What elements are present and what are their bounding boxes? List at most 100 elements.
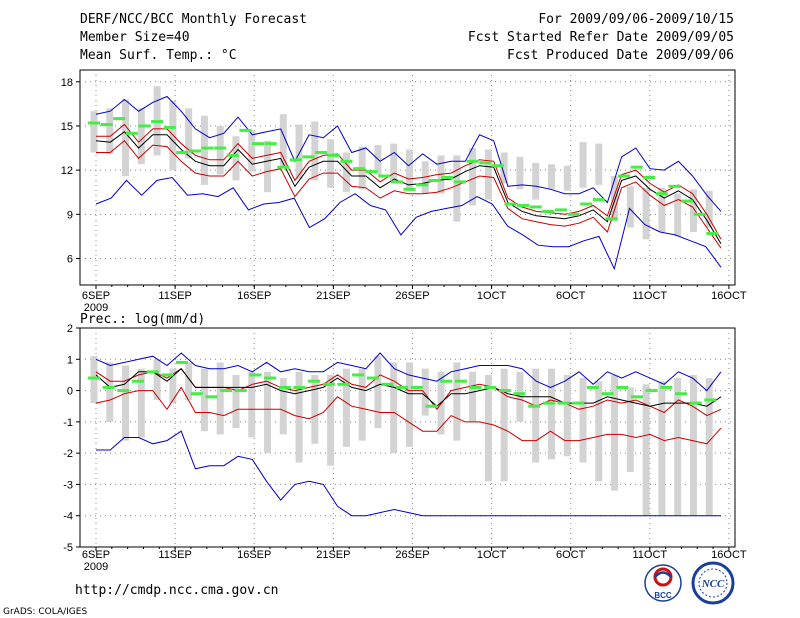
x-tick-label: 6OCT xyxy=(556,290,586,302)
ensemble-mean-mark xyxy=(616,385,629,389)
ensemble-mean-mark xyxy=(381,382,394,386)
variable-label: Mean Surf. Temp.: °C xyxy=(80,48,237,63)
x-tick-label: 21SEP xyxy=(316,549,350,561)
ensemble-mean-mark xyxy=(592,198,605,202)
member-range-bar xyxy=(626,387,634,472)
member-range-bar xyxy=(421,161,429,194)
ensemble-mean-mark xyxy=(264,376,277,380)
ensemble-mean-mark xyxy=(660,385,673,389)
ensemble-mean-mark xyxy=(630,395,643,399)
ensemble-mean-mark xyxy=(278,385,291,389)
ensemble-mean-mark xyxy=(220,389,233,393)
series-line-max xyxy=(95,95,722,212)
member-range-bar xyxy=(122,99,130,177)
member-range-bar xyxy=(327,374,335,466)
ensemble-mean-mark xyxy=(428,178,441,182)
temperature-panel: 6 9 12 15 18 6SEP 11SEP 16SEP 21SEP 26SEP 1OCT 6OCT… xyxy=(61,69,747,314)
plot-frame xyxy=(79,327,736,548)
member-range-bar xyxy=(200,115,208,185)
ensemble-mean-mark xyxy=(315,150,328,154)
member-range-bar xyxy=(642,384,650,516)
member-range-bar xyxy=(232,374,240,429)
ensemble-mean-mark xyxy=(425,404,438,408)
y-tick-label: 2 xyxy=(67,323,73,335)
ensemble-mean-mark xyxy=(176,360,189,364)
ensemble-mean-mark xyxy=(353,167,366,171)
member-range-bar xyxy=(453,362,461,441)
ensemble-mean-mark xyxy=(469,385,482,389)
member-range-bar xyxy=(500,368,508,482)
ensemble-mean-mark xyxy=(557,401,570,405)
ensemble-mean-mark xyxy=(441,176,454,179)
ensemble-mean-mark xyxy=(302,155,315,159)
ncc-logo: NCC xyxy=(691,561,735,605)
series-line-min xyxy=(96,430,721,517)
y-tick-label: 9 xyxy=(67,209,73,221)
ensemble-mean-mark xyxy=(410,385,423,389)
ensemble-mean-mark xyxy=(479,161,492,165)
y-tick-label: -1 xyxy=(63,417,73,429)
member-range-bar xyxy=(295,124,303,179)
x-tick-label: 16SEP xyxy=(237,290,271,302)
x-year-label: 2009 xyxy=(84,561,108,573)
member-range-bar xyxy=(532,162,540,200)
ensemble-mean-mark xyxy=(513,392,526,396)
ensemble-mean-mark xyxy=(396,385,409,389)
member-range-bar xyxy=(342,368,350,447)
y-tick-label: 1 xyxy=(67,354,73,366)
refer-date: Fcst Started Refer Date 2009/09/05 xyxy=(468,30,734,45)
ensemble-mean-mark xyxy=(176,150,189,154)
ensemble-mean-mark xyxy=(322,382,335,386)
ensemble-mean-mark xyxy=(352,373,365,377)
member-range-bar xyxy=(390,143,398,182)
member-range-bar xyxy=(689,189,697,232)
member-range-bar xyxy=(311,121,319,181)
website-url[interactable]: http://cmdp.ncc.cma.gov.cn xyxy=(75,583,279,598)
ensemble-mean-mark xyxy=(655,192,668,196)
member-range-bar xyxy=(563,374,571,457)
member-range-bar xyxy=(169,368,177,404)
ensemble-mean-mark xyxy=(264,142,277,146)
member-range-bar xyxy=(200,368,208,432)
x-tick-label: 6SEP xyxy=(82,290,110,302)
ensemble-mean-mark xyxy=(113,117,126,121)
ensemble-mean-mark xyxy=(205,395,218,399)
x-tick-label: 26SEP xyxy=(395,290,429,302)
ensemble-mean-mark xyxy=(163,125,176,129)
ensemble-mean-mark xyxy=(491,164,504,168)
ensemble-mean-mark xyxy=(645,389,658,393)
ensemble-mean-mark xyxy=(681,199,694,203)
member-range-bar xyxy=(185,108,193,159)
forecast-period: For 2009/09/06-2009/10/15 xyxy=(538,12,734,27)
ensemble-mean-mark xyxy=(601,392,614,396)
member-range-bar xyxy=(390,362,398,454)
plot-frame xyxy=(79,69,736,286)
member-range-bar xyxy=(216,125,224,175)
member-range-bar xyxy=(469,371,477,422)
ensemble-mean-mark xyxy=(88,121,100,125)
precip-panel-title: Prec.: log(mm/d) xyxy=(80,312,205,327)
ensemble-mean-mark xyxy=(466,159,479,163)
ensemble-mean-mark xyxy=(249,373,262,377)
ensemble-mean-mark xyxy=(504,202,517,206)
member-range-bar xyxy=(547,164,555,190)
ensemble-mean-mark xyxy=(327,153,340,157)
member-range-bar xyxy=(579,378,587,463)
bcc-logo: BCC xyxy=(644,564,682,602)
member-range-bar xyxy=(264,140,272,193)
chart-title: DERF/NCC/BCC Monthly Forecast xyxy=(80,12,307,27)
ensemble-mean-mark xyxy=(188,149,201,153)
ensemble-mean-mark xyxy=(293,385,306,389)
member-range-bar xyxy=(216,362,224,435)
ensemble-mean-mark xyxy=(308,379,321,383)
member-range-bar xyxy=(358,368,366,441)
member-range-bar xyxy=(532,368,540,463)
x-tick-label: 11OCT xyxy=(632,549,667,561)
ensemble-mean-mark xyxy=(706,231,719,235)
ensemble-mean-mark xyxy=(643,176,656,179)
member-range-bar xyxy=(406,362,413,447)
ensemble-mean-mark xyxy=(453,180,466,184)
ensemble-mean-mark xyxy=(542,401,555,405)
ensemble-mean-mark xyxy=(226,153,239,157)
